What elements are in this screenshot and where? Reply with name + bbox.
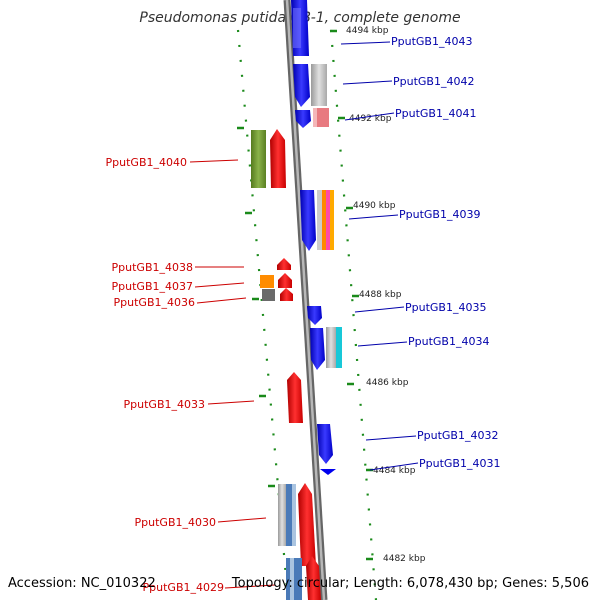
gene-label-PputGB1_4037[interactable]: PputGB1_4037 [112, 280, 193, 293]
gene-label-PputGB1_4043[interactable]: PputGB1_4043 [391, 35, 472, 48]
gene-label-PputGB1_4034[interactable]: PputGB1_4034 [408, 335, 489, 348]
gene-label-PputGB1_4038[interactable]: PputGB1_4038 [112, 261, 193, 274]
gene-PputGB1_4038[interactable] [277, 258, 291, 270]
accession-text: Accession: NC_010322 [8, 576, 156, 591]
gene-label-PputGB1_4031[interactable]: PputGB1_4031 [419, 457, 500, 470]
gene-label-PputGB1_4030[interactable]: PputGB1_4030 [135, 516, 216, 529]
gene-PputGB1_4042[interactable] [293, 64, 327, 107]
gene-label-PputGB1_4029[interactable]: PputGB1_4029 [143, 581, 224, 594]
kbp-label: 4488 kbp [359, 290, 402, 300]
gene-PputGB1_4033[interactable] [287, 372, 303, 423]
major-ticks [237, 29, 373, 561]
gene-PputGB1_4031[interactable] [320, 469, 336, 475]
kbp-label: 4490 kbp [353, 201, 396, 211]
gene-label-PputGB1_4032[interactable]: PputGB1_4032 [417, 429, 498, 442]
gene-label-PputGB1_4036[interactable]: PputGB1_4036 [114, 296, 195, 309]
gene-PputGB1_4041[interactable] [295, 108, 329, 128]
topology-text: Topology: circular; Length: 6,078,430 bp… [231, 576, 589, 591]
gene-label-PputGB1_4039[interactable]: PputGB1_4039 [399, 208, 480, 221]
kbp-label: 4492 kbp [349, 114, 392, 124]
inner-scale-track [236, 29, 290, 600]
gene-PputGB1_4040[interactable] [251, 129, 286, 188]
gene-label-PputGB1_4041[interactable]: PputGB1_4041 [395, 107, 476, 120]
gene-label-PputGB1_4040[interactable]: PputGB1_4040 [106, 156, 187, 169]
outer-scale-track [329, 29, 378, 600]
kbp-label: 4486 kbp [366, 378, 409, 388]
kbp-label: 4482 kbp [383, 554, 426, 564]
gene-PputGB1_4037[interactable] [260, 273, 292, 288]
gene-label-PputGB1_4033[interactable]: PputGB1_4033 [124, 398, 205, 411]
kbp-label: 4494 kbp [346, 26, 389, 36]
chromosome-backbone [283, 0, 328, 600]
gene-PputGB1_4034[interactable] [310, 327, 342, 370]
left-leader-lines [189, 159, 276, 589]
gene-PputGB1_4039[interactable] [300, 190, 334, 251]
gene-label-PputGB1_4042[interactable]: PputGB1_4042 [393, 75, 474, 88]
gene-PputGB1_4030[interactable] [278, 483, 316, 566]
gene-label-PputGB1_4035[interactable]: PputGB1_4035 [405, 301, 486, 314]
gene-PputGB1_4043[interactable] [291, 0, 309, 56]
gene-PputGB1_4032[interactable] [317, 424, 333, 464]
gene-PputGB1_4036[interactable] [262, 288, 293, 301]
gene-PputGB1_4029[interactable] [286, 556, 321, 600]
gene-PputGB1_4035[interactable] [307, 306, 322, 325]
kbp-label: 4484 kbp [373, 466, 416, 476]
right-leader-lines [340, 41, 419, 471]
